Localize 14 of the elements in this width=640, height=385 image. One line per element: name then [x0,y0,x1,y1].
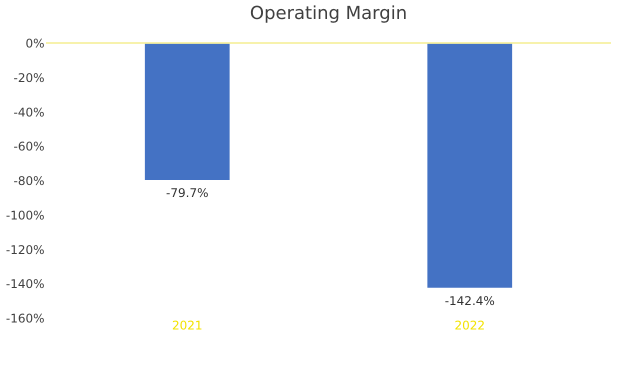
chart-title: Operating Margin [250,3,408,24]
y-tick-label: -120% [6,242,44,257]
y-tick-label: -140% [6,277,44,292]
y-tick-label: -60% [13,140,44,154]
y-tick-label: -160% [6,312,44,326]
x-tick-label: 2021 [172,318,203,332]
y-tick-label: -100% [6,208,44,222]
y-tick-label: -20% [13,70,44,85]
y-tick-label: 0% [25,36,44,50]
data-label: -142.4% [444,294,495,308]
x-tick-label: 2022 [454,318,486,332]
y-tick-label: -80% [13,174,44,188]
y-tick-label: -40% [13,105,44,120]
data-label: -79.7% [166,186,208,200]
